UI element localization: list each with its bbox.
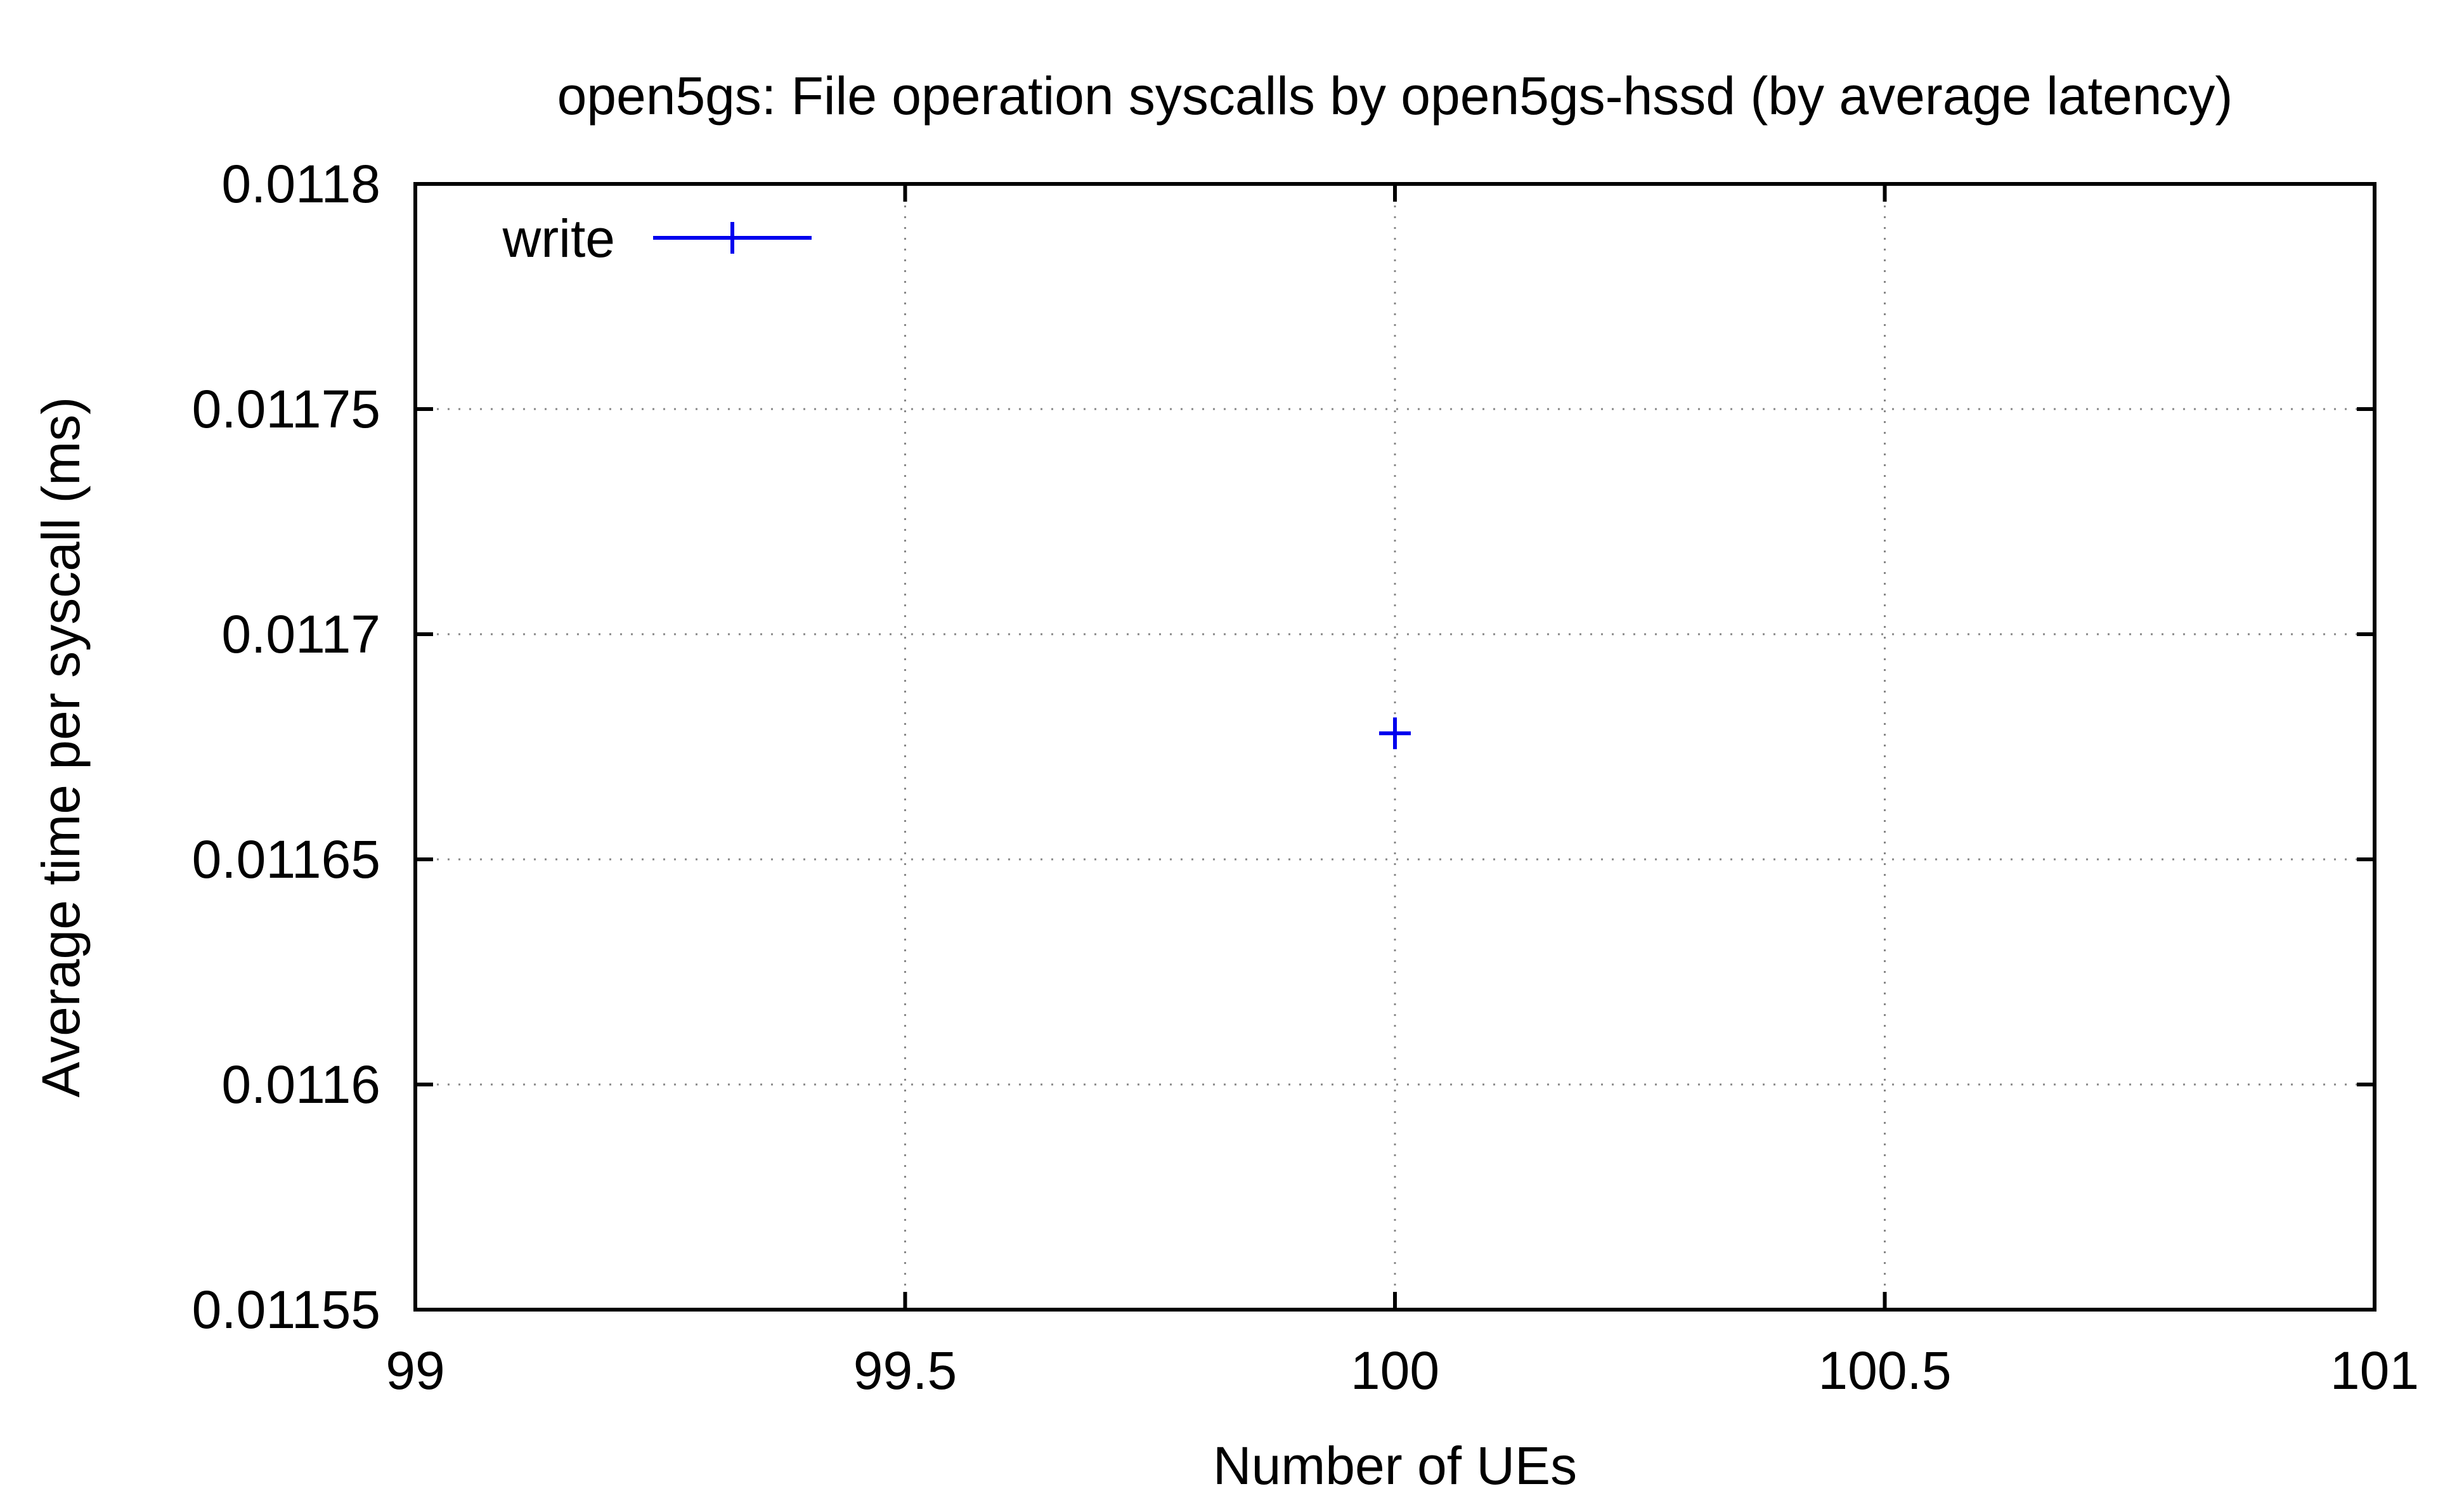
x-tick-label: 101: [2330, 1341, 2419, 1400]
x-tick-label: 100.5: [1818, 1341, 1951, 1400]
y-tick-label: 0.0118: [221, 154, 380, 214]
chart-title: open5gs: File operation syscalls by open…: [557, 66, 2233, 126]
legend-entry-write-label: write: [502, 209, 615, 268]
x-tick-label: 99: [386, 1341, 444, 1400]
x-axis-label: Number of UEs: [1213, 1436, 1577, 1495]
y-tick-label: 0.0117: [221, 604, 380, 664]
x-tick-label: 100: [1351, 1341, 1439, 1400]
y-tick-label: 0.01155: [192, 1280, 380, 1339]
grid-layer: [415, 184, 2375, 1310]
x-tick-label: 99.5: [853, 1341, 957, 1400]
y-tick-label: 0.0116: [221, 1055, 380, 1114]
y-tick-label: 0.01165: [192, 830, 380, 889]
legend: write: [502, 209, 812, 268]
data-layer: [1379, 717, 1411, 750]
y-tick-label: 0.01175: [192, 379, 380, 439]
data-point-write: [1379, 717, 1411, 750]
tick-layer: 99 99.5 100 100.5 101 0.01155 0.0116 0.01165 0.0…: [192, 154, 2419, 1400]
y-axis-label: Average time per syscall (ms): [31, 397, 91, 1098]
